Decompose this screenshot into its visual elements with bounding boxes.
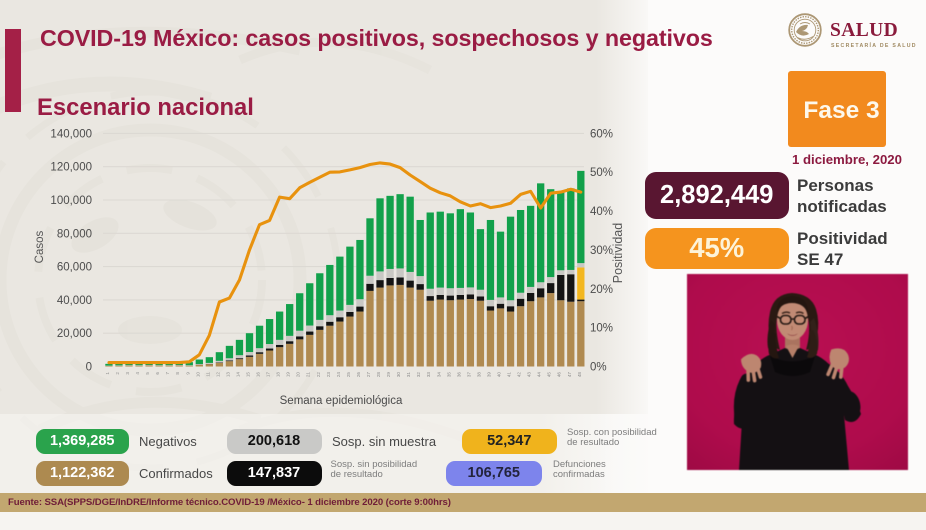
svg-text:120,000: 120,000 [50, 162, 92, 174]
svg-text:Positividad: Positividad [611, 223, 625, 283]
svg-text:7: 7 [165, 372, 170, 375]
svg-text:5: 5 [145, 372, 150, 375]
svg-text:60,000: 60,000 [57, 262, 92, 274]
svg-text:40,000: 40,000 [57, 295, 92, 307]
svg-text:40%: 40% [590, 206, 613, 218]
svg-text:35: 35 [446, 372, 451, 378]
svg-text:0%: 0% [590, 362, 607, 374]
svg-text:27: 27 [366, 372, 371, 378]
svg-text:28: 28 [376, 372, 381, 378]
svg-text:Semana epidemiológica: Semana epidemiológica [280, 395, 403, 407]
svg-text:39: 39 [487, 372, 492, 378]
svg-text:44: 44 [537, 372, 542, 378]
svg-text:14: 14 [236, 372, 241, 378]
svg-text:1: 1 [105, 372, 110, 375]
svg-text:9: 9 [185, 372, 190, 375]
svg-text:100,000: 100,000 [50, 195, 92, 207]
svg-text:19: 19 [286, 372, 291, 378]
svg-text:17: 17 [266, 372, 271, 378]
svg-text:4: 4 [135, 372, 140, 375]
svg-text:45: 45 [547, 372, 552, 378]
svg-text:12: 12 [215, 372, 220, 378]
svg-text:26: 26 [356, 372, 361, 378]
svg-text:38: 38 [476, 372, 481, 378]
svg-text:29: 29 [386, 372, 391, 378]
svg-text:47: 47 [567, 372, 572, 378]
svg-text:15: 15 [246, 372, 251, 378]
svg-text:6: 6 [155, 372, 160, 375]
svg-text:31: 31 [406, 372, 411, 378]
svg-text:42: 42 [517, 372, 522, 378]
svg-text:80,000: 80,000 [57, 228, 92, 240]
svg-text:2: 2 [115, 372, 120, 375]
svg-text:50%: 50% [590, 167, 613, 179]
svg-text:13: 13 [225, 372, 230, 378]
svg-text:37: 37 [466, 372, 471, 378]
svg-text:20%: 20% [590, 284, 613, 296]
svg-text:25: 25 [346, 372, 351, 378]
svg-text:60%: 60% [590, 128, 613, 140]
svg-text:30%: 30% [590, 245, 613, 257]
svg-text:43: 43 [527, 372, 532, 378]
svg-text:36: 36 [456, 372, 461, 378]
svg-text:SALUD: SALUD [830, 20, 898, 41]
svg-text:20: 20 [296, 372, 301, 378]
svg-text:24: 24 [336, 372, 341, 378]
svg-text:23: 23 [326, 372, 331, 378]
svg-text:41: 41 [507, 372, 512, 378]
svg-text:22: 22 [316, 372, 321, 378]
svg-text:16: 16 [256, 372, 261, 378]
svg-text:48: 48 [577, 372, 582, 378]
svg-text:40: 40 [497, 372, 502, 378]
svg-text:33: 33 [426, 372, 431, 378]
svg-text:20,000: 20,000 [57, 328, 92, 340]
svg-text:30: 30 [396, 372, 401, 378]
svg-text:140,000: 140,000 [50, 128, 92, 140]
svg-text:34: 34 [436, 372, 441, 378]
svg-text:3: 3 [125, 372, 130, 375]
svg-text:46: 46 [557, 372, 562, 378]
svg-text:21: 21 [306, 372, 311, 378]
svg-text:Casos: Casos [34, 230, 46, 263]
svg-text:18: 18 [276, 372, 281, 378]
svg-text:10%: 10% [590, 323, 613, 335]
svg-text:32: 32 [416, 372, 421, 378]
svg-text:8: 8 [175, 372, 180, 375]
svg-text:SECRETARÍA DE SALUD: SECRETARÍA DE SALUD [831, 41, 917, 49]
svg-text:11: 11 [205, 372, 210, 377]
svg-text:0: 0 [86, 362, 92, 374]
svg-text:10: 10 [195, 372, 200, 378]
